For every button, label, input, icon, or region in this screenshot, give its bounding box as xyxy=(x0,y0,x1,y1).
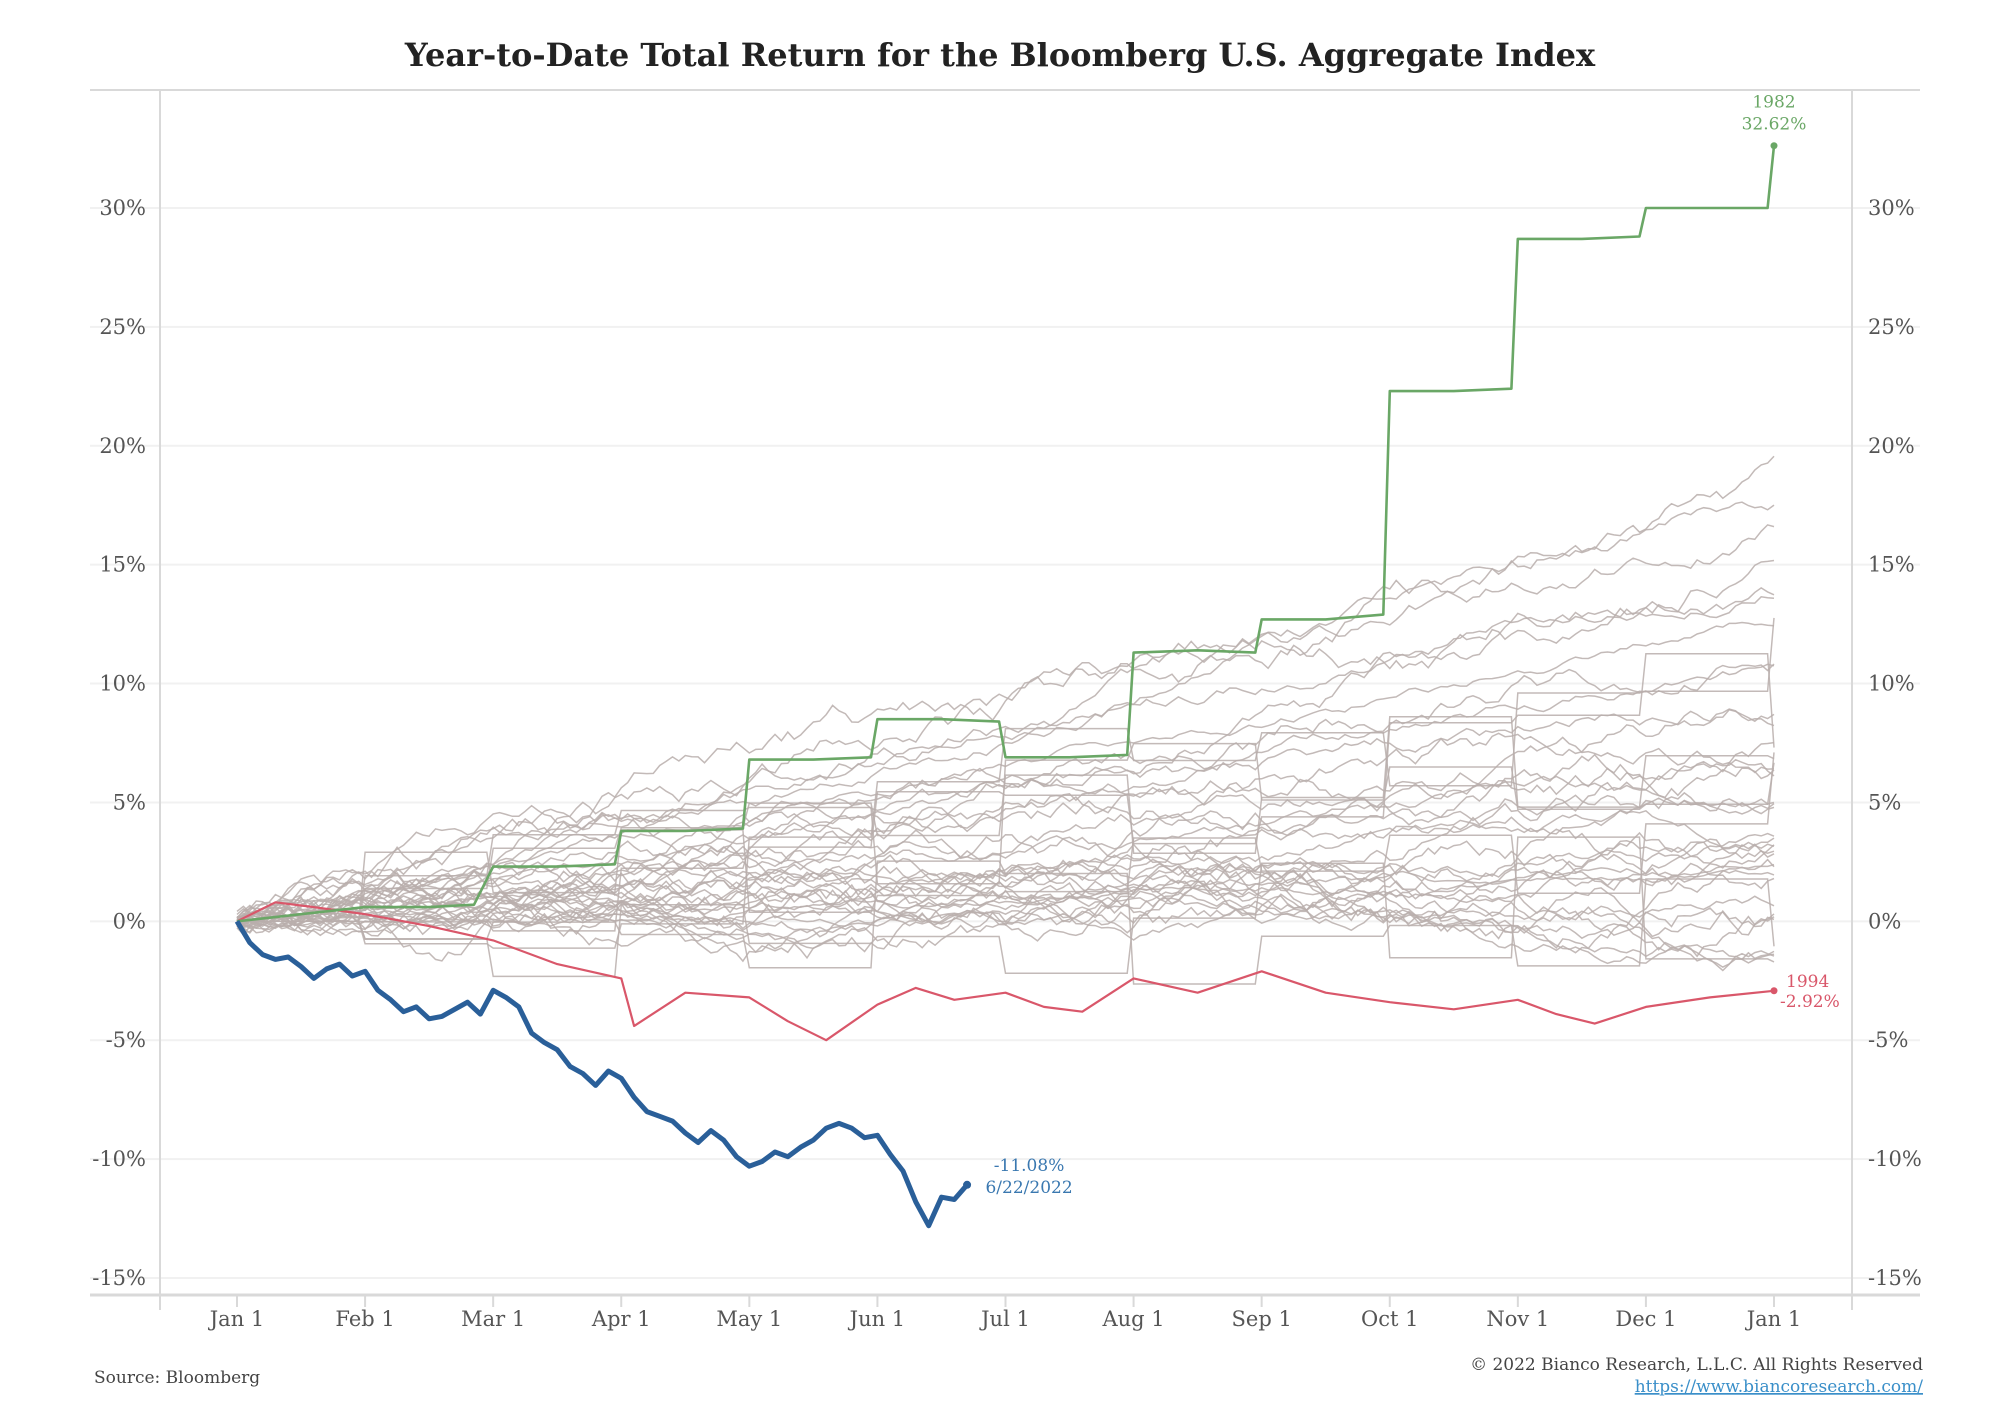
x-tick-label: May 1 xyxy=(716,1307,782,1331)
y-tick-label-right: 5% xyxy=(1868,790,1901,814)
y-tick-label-right: 15% xyxy=(1868,553,1915,577)
historical-year-line xyxy=(236,858,1775,934)
y-tick-label-left: -15% xyxy=(92,1266,146,1290)
y-tick-label-left: -10% xyxy=(92,1147,146,1171)
x-tick-label: Sep 1 xyxy=(1232,1307,1292,1331)
y-tick-label-left: -5% xyxy=(106,1028,146,1052)
x-tick-label: Oct 1 xyxy=(1361,1307,1418,1331)
historical-year-line xyxy=(236,767,1775,933)
series-1994-line xyxy=(236,901,1775,1042)
y-tick-label-right: 10% xyxy=(1868,672,1915,696)
annotation-1982-year: 1982 xyxy=(1752,93,1795,113)
historical-year-line xyxy=(237,617,1775,949)
x-tick-label: Nov 1 xyxy=(1486,1307,1549,1331)
historical-year-line xyxy=(236,524,1775,927)
y-tick-label-left: 0% xyxy=(113,909,146,933)
annotation-1982-value: 32.62% xyxy=(1742,115,1807,135)
chart-title: Year-to-Date Total Return for the Bloomb… xyxy=(404,36,1596,74)
copyright-note: © 2022 Bianco Research, L.L.C. All Right… xyxy=(1470,1355,1923,1375)
historical-year-line xyxy=(236,663,1775,923)
x-tick-label: Jan 1 xyxy=(208,1307,265,1331)
y-tick-label-right: 0% xyxy=(1868,909,1901,933)
y-tick-label-right: 30% xyxy=(1868,196,1915,220)
annotation-2022-date: 6/22/2022 xyxy=(985,1178,1072,1198)
series-2022-endpoint xyxy=(963,1180,972,1189)
historical-year-line xyxy=(236,870,1775,963)
x-tick-label: Aug 1 xyxy=(1101,1307,1164,1331)
historical-year-line xyxy=(236,596,1775,924)
y-tick-label-left: 5% xyxy=(113,790,146,814)
historical-year-line xyxy=(236,741,1775,934)
x-tick-label: Apr 1 xyxy=(591,1307,651,1331)
y-tick-label-left: 20% xyxy=(99,434,146,458)
y-tick-label-left: 15% xyxy=(99,553,146,577)
historical-year-line xyxy=(237,860,1775,985)
series-1994-endpoint xyxy=(1770,987,1778,995)
y-tick-label-right: -5% xyxy=(1868,1028,1908,1052)
y-tick-label-left: 30% xyxy=(99,196,146,220)
historical-year-line xyxy=(236,869,1775,928)
x-tick-label: Jan 1 xyxy=(1745,1307,1802,1331)
x-tick-label: Mar 1 xyxy=(461,1307,525,1331)
y-tick-label-right: -10% xyxy=(1868,1147,1922,1171)
historical-year-line xyxy=(236,559,1775,925)
historical-year-line xyxy=(236,736,1775,927)
website-link[interactable]: https://www.biancoresearch.com/ xyxy=(1635,1377,1924,1397)
annotation-1994-year: 1994 xyxy=(1786,972,1829,992)
historical-year-line xyxy=(236,883,1775,972)
x-tick-label: Jul 1 xyxy=(979,1307,1030,1331)
historical-year-line xyxy=(237,742,1775,923)
y-tick-label-right: 20% xyxy=(1868,434,1915,458)
series-1982-endpoint xyxy=(1770,142,1778,150)
historical-year-line xyxy=(237,836,1775,978)
historical-year-line xyxy=(236,791,1775,919)
series-1982-line xyxy=(236,145,1776,923)
historical-year-line xyxy=(237,652,1775,932)
historical-year-line xyxy=(236,832,1775,937)
annotation-2022-value: -11.08% xyxy=(994,1156,1065,1176)
x-tick-label: Dec 1 xyxy=(1615,1307,1676,1331)
historical-year-line xyxy=(236,775,1775,930)
y-tick-label-right: -15% xyxy=(1868,1266,1922,1290)
annotation-1994-value: -2.92% xyxy=(1780,992,1840,1012)
x-tick-label: Jun 1 xyxy=(848,1307,906,1331)
historical-year-line xyxy=(236,860,1775,950)
source-note: Source: Bloomberg xyxy=(94,1368,260,1388)
y-tick-label-left: 10% xyxy=(99,672,146,696)
x-tick-label: Feb 1 xyxy=(335,1307,394,1331)
series-2022-line xyxy=(234,920,969,1229)
historical-year-line xyxy=(236,861,1775,927)
historical-year-line xyxy=(236,708,1775,920)
y-tick-label-right: 25% xyxy=(1868,315,1915,339)
y-tick-label-left: 25% xyxy=(99,315,146,339)
